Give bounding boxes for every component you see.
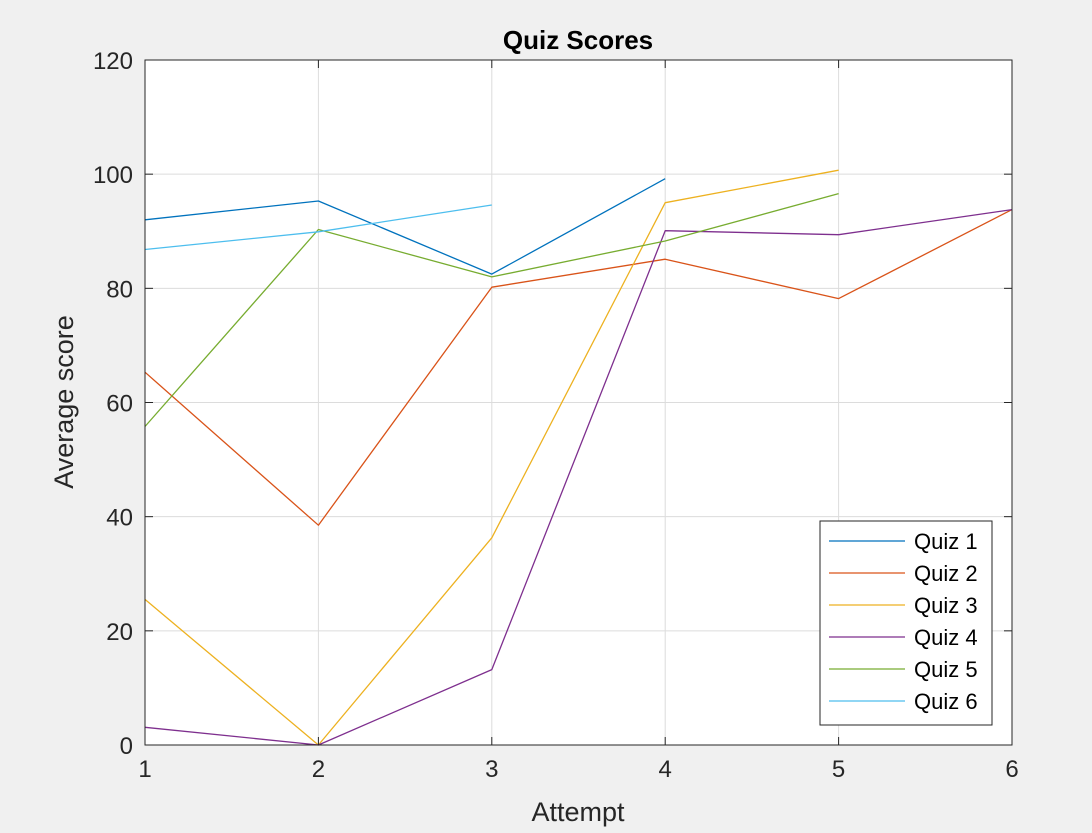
series-line-quiz-6 [144,204,492,251]
legend-label: Quiz 5 [914,657,978,682]
x-tick-label: 4 [659,756,672,783]
x-tick-label: 6 [1005,756,1018,783]
x-tick-label: 1 [138,756,151,783]
legend-label: Quiz 1 [914,529,978,554]
series-lines [144,169,1013,746]
y-tick-label: 120 [93,48,133,75]
series-line-quiz-3 [144,169,839,746]
legend-box [819,520,993,726]
y-tick-label: 0 [120,733,133,760]
series-line-quiz-2 [144,209,1013,526]
y-tick-label: 100 [93,162,133,189]
y-axis-label: Average score [49,315,79,489]
legend-label: Quiz 3 [914,593,978,618]
x-axis-label: Attempt [531,797,625,827]
gridlines [144,59,1013,746]
y-tick-label: 80 [106,276,133,303]
y-tick-label: 60 [106,391,133,418]
y-tick-label: 40 [106,505,133,532]
legend: Quiz 1 Quiz 2 Quiz 3 Quiz 4 Quiz 5 Quiz 6 [819,520,993,726]
legend-label: Quiz 4 [914,625,978,650]
series-line-quiz-4 [144,208,1013,746]
x-tick-label: 3 [485,756,498,783]
series-line-quiz-1 [144,178,666,275]
x-tick-label: 5 [832,756,845,783]
y-tick-label: 20 [106,619,133,646]
x-tick-label: 2 [312,756,325,783]
series-line-quiz-5 [144,192,839,427]
chart-title: Quiz Scores [503,25,653,55]
legend-label: Quiz 2 [914,561,978,586]
legend-label: Quiz 6 [914,689,978,714]
